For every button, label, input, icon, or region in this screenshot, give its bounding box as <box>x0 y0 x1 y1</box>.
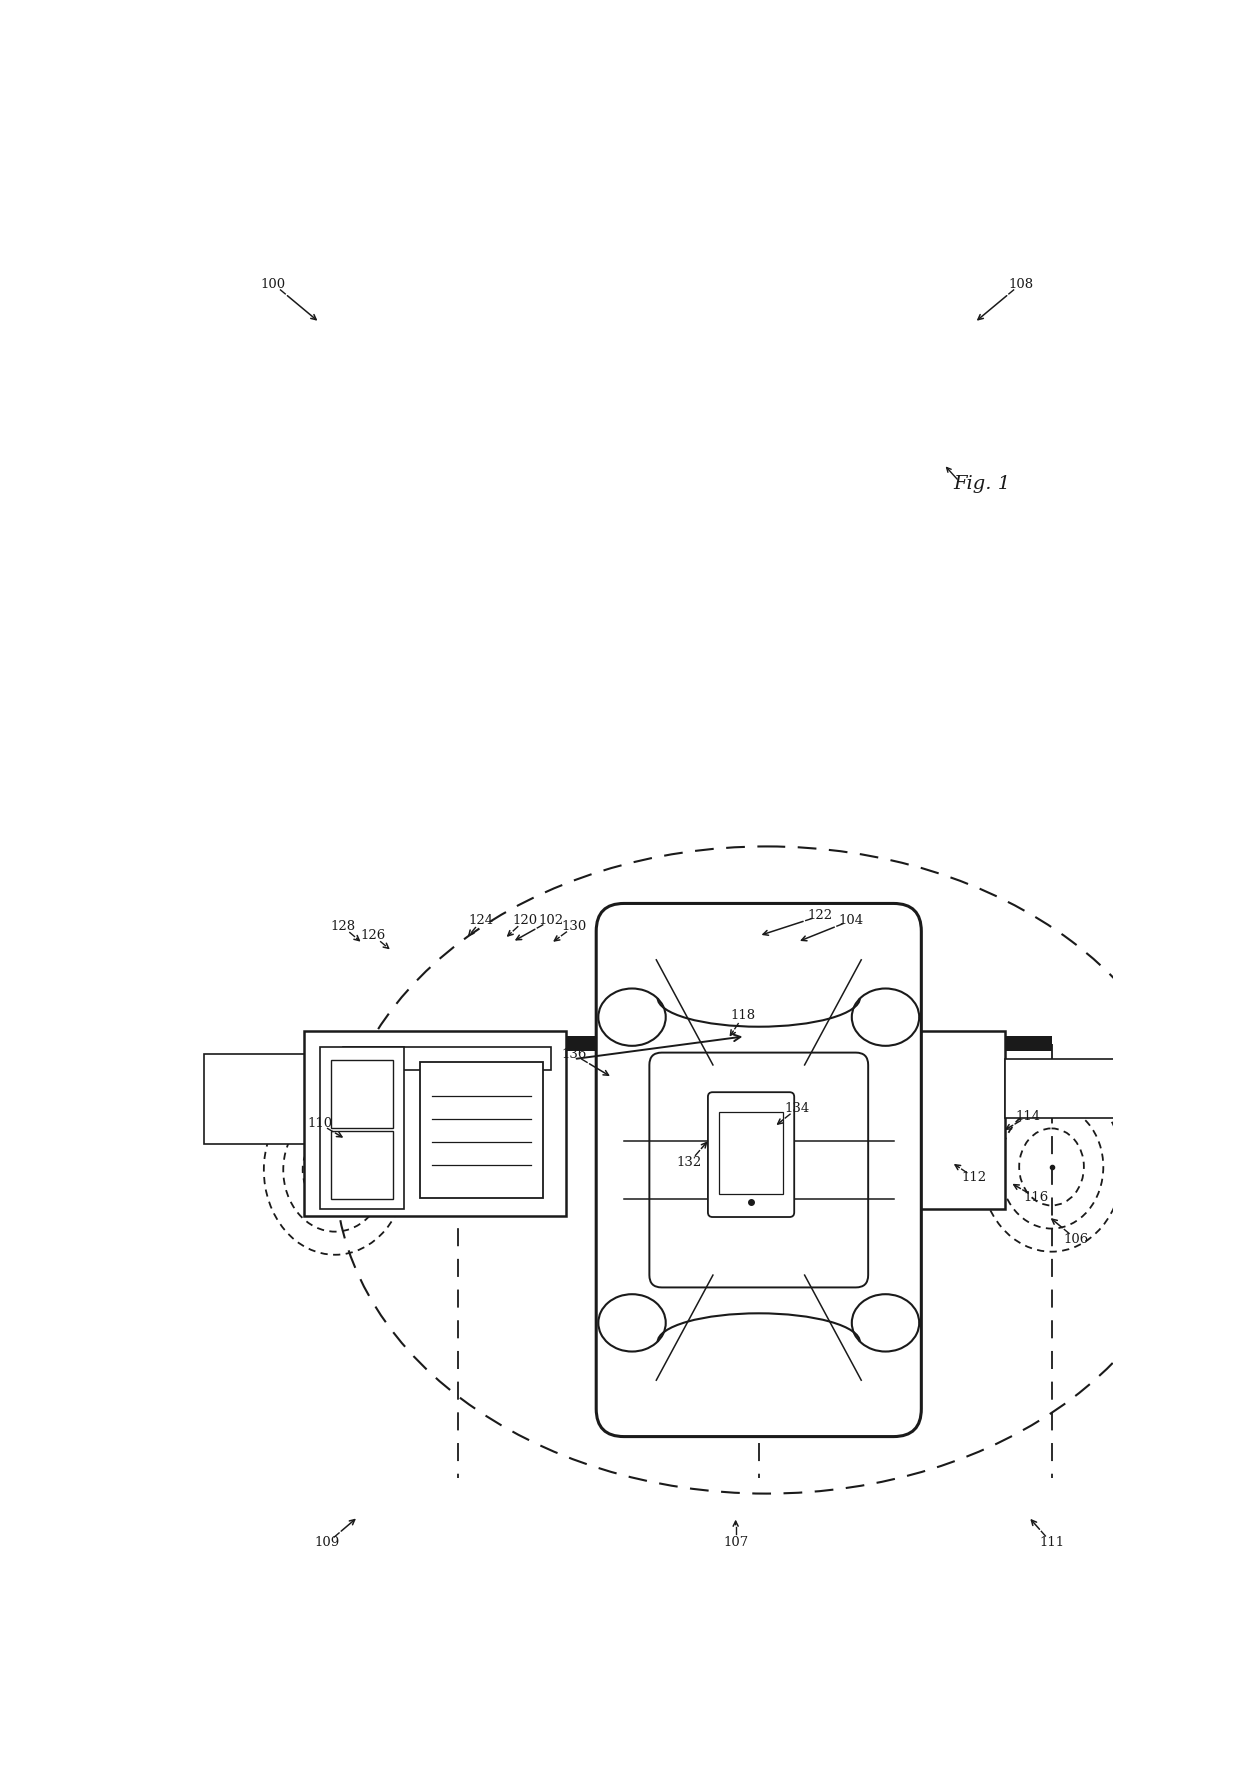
Text: 118: 118 <box>730 1009 756 1023</box>
Text: 122: 122 <box>807 909 833 923</box>
Text: 100: 100 <box>260 277 286 290</box>
Text: 114: 114 <box>1016 1109 1042 1122</box>
Text: 130: 130 <box>562 920 587 934</box>
Text: 106: 106 <box>1064 1233 1089 1245</box>
Bar <box>205 1054 312 1143</box>
Text: 116: 116 <box>1023 1191 1049 1204</box>
FancyBboxPatch shape <box>708 1093 794 1217</box>
Text: 104: 104 <box>838 914 864 927</box>
Text: 108: 108 <box>1008 277 1033 290</box>
Bar <box>821 1030 1006 1209</box>
FancyBboxPatch shape <box>596 903 921 1437</box>
Text: 110: 110 <box>308 1118 332 1131</box>
Text: 111: 111 <box>1039 1537 1064 1549</box>
Bar <box>304 1030 567 1217</box>
Bar <box>320 1047 404 1209</box>
FancyBboxPatch shape <box>650 1052 868 1288</box>
Text: 120: 120 <box>512 914 537 927</box>
Text: 112: 112 <box>962 1172 987 1184</box>
Bar <box>567 1036 1052 1052</box>
Bar <box>342 1047 551 1070</box>
Bar <box>420 1063 543 1199</box>
Text: 124: 124 <box>469 914 494 927</box>
Bar <box>719 1113 784 1193</box>
Text: 132: 132 <box>677 1156 702 1168</box>
Text: 136: 136 <box>562 1048 587 1061</box>
Bar <box>331 1131 393 1199</box>
Text: 128: 128 <box>330 920 356 934</box>
Text: 102: 102 <box>538 914 563 927</box>
Text: 126: 126 <box>361 928 386 943</box>
Text: Fig. 1: Fig. 1 <box>954 476 1011 494</box>
Text: 107: 107 <box>723 1537 748 1549</box>
Bar <box>331 1059 393 1127</box>
Text: 109: 109 <box>315 1537 340 1549</box>
Text: 134: 134 <box>785 1102 810 1115</box>
Bar <box>1006 1059 1159 1118</box>
